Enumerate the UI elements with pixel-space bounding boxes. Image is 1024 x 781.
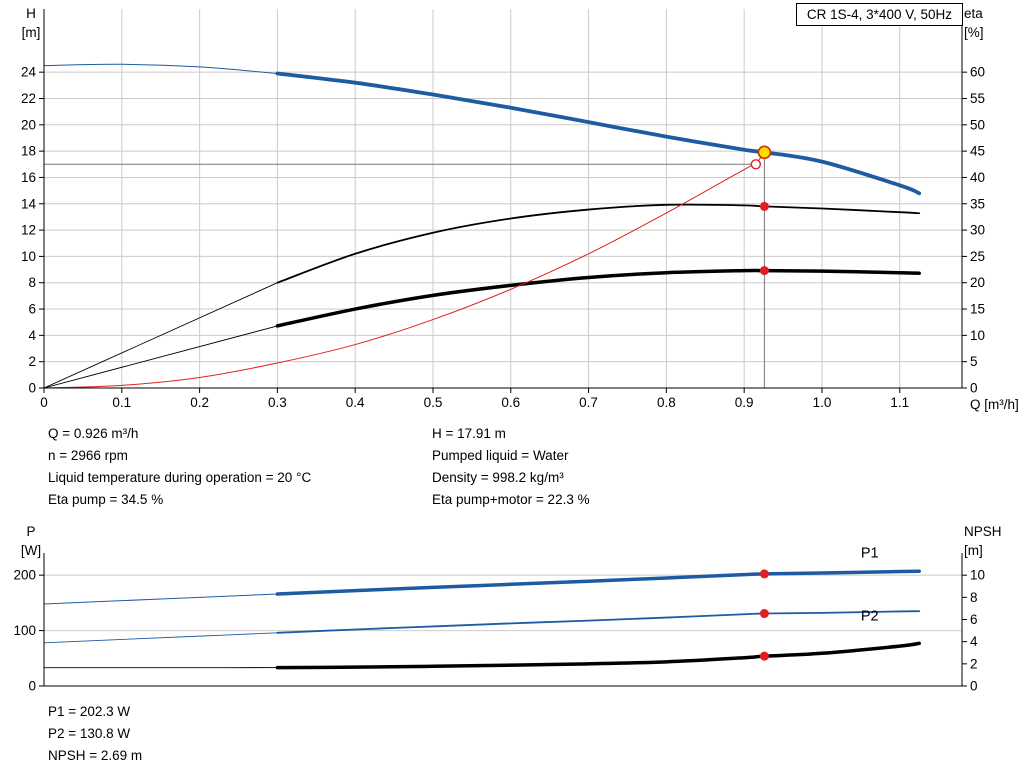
p1-label: P1 — [861, 545, 879, 561]
left-tick-label: 8 — [28, 275, 36, 290]
info-line-eta-pump: Eta pump = 34.5 % — [48, 492, 164, 507]
duty-point[interactable] — [757, 145, 772, 160]
left-tick-label: 16 — [21, 170, 36, 185]
result-line-p1: P1 = 202.3 W — [48, 704, 131, 719]
requested-duty-point[interactable] — [750, 159, 762, 170]
right-tick-label: 30 — [970, 223, 985, 238]
eta-axis-title: eta [%] — [964, 6, 984, 40]
p2-label: P2 — [861, 609, 879, 625]
right-tick-label: 10 — [970, 568, 985, 583]
right-tick-label: 2 — [970, 656, 978, 671]
npsh-axis-title: NPSH [m] — [964, 524, 1002, 558]
npsh-curve — [275, 641, 921, 670]
info-line-liquid-temperature: Liquid temperature during operation = 20… — [48, 470, 312, 485]
right-tick-label: 8 — [970, 590, 978, 605]
left-tick-label: 0 — [28, 381, 36, 396]
right-tick-label: 25 — [970, 249, 985, 264]
result-line-p2: P2 = 130.8 W — [48, 726, 131, 741]
eta-pump-motor-curve — [275, 268, 921, 328]
left-tick-label: 20 — [21, 117, 36, 132]
x-tick-label: 0.5 — [424, 395, 443, 410]
right-tick-label: 4 — [970, 634, 978, 649]
x-tick-label: 0.4 — [346, 395, 365, 410]
x-tick-label: 0.1 — [112, 395, 131, 410]
info-line-speed: n = 2966 rpm — [48, 448, 128, 463]
system-curve — [43, 163, 757, 389]
x-tick-label: 0.3 — [268, 395, 287, 410]
left-tick-label: 10 — [21, 249, 36, 264]
x-tick-label: 0.6 — [501, 395, 520, 410]
head-curve — [275, 71, 922, 196]
x-tick-label: 0.9 — [735, 395, 754, 410]
info-line-density: Density = 998.2 kg/m³ — [432, 470, 564, 485]
eta-pump-curve-lead-in — [43, 282, 278, 389]
eta-pump-curve — [276, 203, 921, 284]
p1-point[interactable] — [759, 569, 769, 579]
x-tick-label: 1.1 — [890, 395, 909, 410]
x-tick-label: 0.2 — [190, 395, 209, 410]
right-tick-label: 40 — [970, 170, 985, 185]
info-line-pumped-liquid: Pumped liquid = Water — [432, 448, 569, 463]
right-tick-label: 5 — [970, 354, 978, 369]
left-tick-label: 12 — [21, 223, 36, 238]
right-tick-label: 35 — [970, 196, 985, 211]
left-tick-label: 200 — [13, 568, 36, 583]
info-line-h: H = 17.91 m — [432, 426, 506, 441]
right-tick-label: 0 — [970, 679, 978, 694]
duty-info-right-column: H = 17.91 m Pumped liquid = Water Densit… — [432, 423, 590, 511]
left-tick-label: 24 — [21, 65, 37, 80]
x-tick-label: 0.8 — [657, 395, 676, 410]
p2-curve — [276, 610, 921, 634]
p2-curve-lead-in — [43, 632, 278, 644]
p1-curve — [275, 569, 921, 596]
h-axis-title: H [m] — [21, 6, 41, 40]
right-tick-label: 10 — [970, 328, 985, 343]
info-line-q: Q = 0.926 m³/h — [48, 426, 139, 441]
q-axis-label: Q [m³/h] — [970, 397, 1019, 412]
right-tick-label: 15 — [970, 302, 985, 317]
power-npsh-chart[interactable]: 0 100 200 0 2 4 6 8 10 P1 P2 — [0, 520, 1024, 698]
p-axis-title: P [W] — [20, 524, 42, 558]
left-tick-label: 4 — [28, 328, 36, 343]
pump-model-title: CR 1S-4, 3*400 V, 50Hz — [795, 3, 963, 26]
duty-info-left-column: Q = 0.926 m³/h n = 2966 rpm Liquid tempe… — [48, 423, 311, 511]
eta-pump-point[interactable] — [759, 201, 769, 211]
x-tick-label: 0 — [40, 395, 48, 410]
eta-pump-motor-curve-lead-in — [43, 325, 278, 389]
eta-pump-motor-point[interactable] — [759, 266, 769, 276]
left-tick-label: 22 — [21, 91, 36, 106]
left-tick-label: 100 — [13, 623, 36, 638]
qh-eta-chart[interactable]: 0246810121416182022240510152025303540455… — [0, 0, 1024, 420]
right-tick-label: 60 — [970, 65, 985, 80]
right-tick-label: 45 — [970, 144, 985, 159]
right-tick-label: 55 — [970, 91, 985, 106]
result-line-npsh: NPSH = 2.69 m — [48, 748, 143, 763]
head-curve-lead-in — [43, 63, 278, 74]
left-tick-label: 6 — [28, 302, 36, 317]
info-line-eta-pump-motor: Eta pump+motor = 22.3 % — [432, 492, 590, 507]
p1-curve-lead-in — [43, 593, 278, 605]
power-npsh-results: P1 = 202.3 W P2 = 130.8 W NPSH = 2.69 m — [48, 701, 142, 767]
right-tick-label: 6 — [970, 612, 978, 627]
left-tick-label: 14 — [21, 196, 37, 211]
right-tick-label: 0 — [970, 381, 978, 396]
p2-point[interactable] — [759, 609, 769, 619]
left-tick-label: 0 — [28, 679, 36, 694]
left-tick-label: 2 — [28, 354, 36, 369]
npsh-point[interactable] — [759, 651, 769, 661]
right-tick-label: 20 — [970, 275, 985, 290]
left-tick-label: 18 — [21, 144, 36, 159]
x-tick-label: 0.7 — [579, 395, 598, 410]
right-tick-label: 50 — [970, 117, 985, 132]
x-tick-label: 1.0 — [813, 395, 832, 410]
